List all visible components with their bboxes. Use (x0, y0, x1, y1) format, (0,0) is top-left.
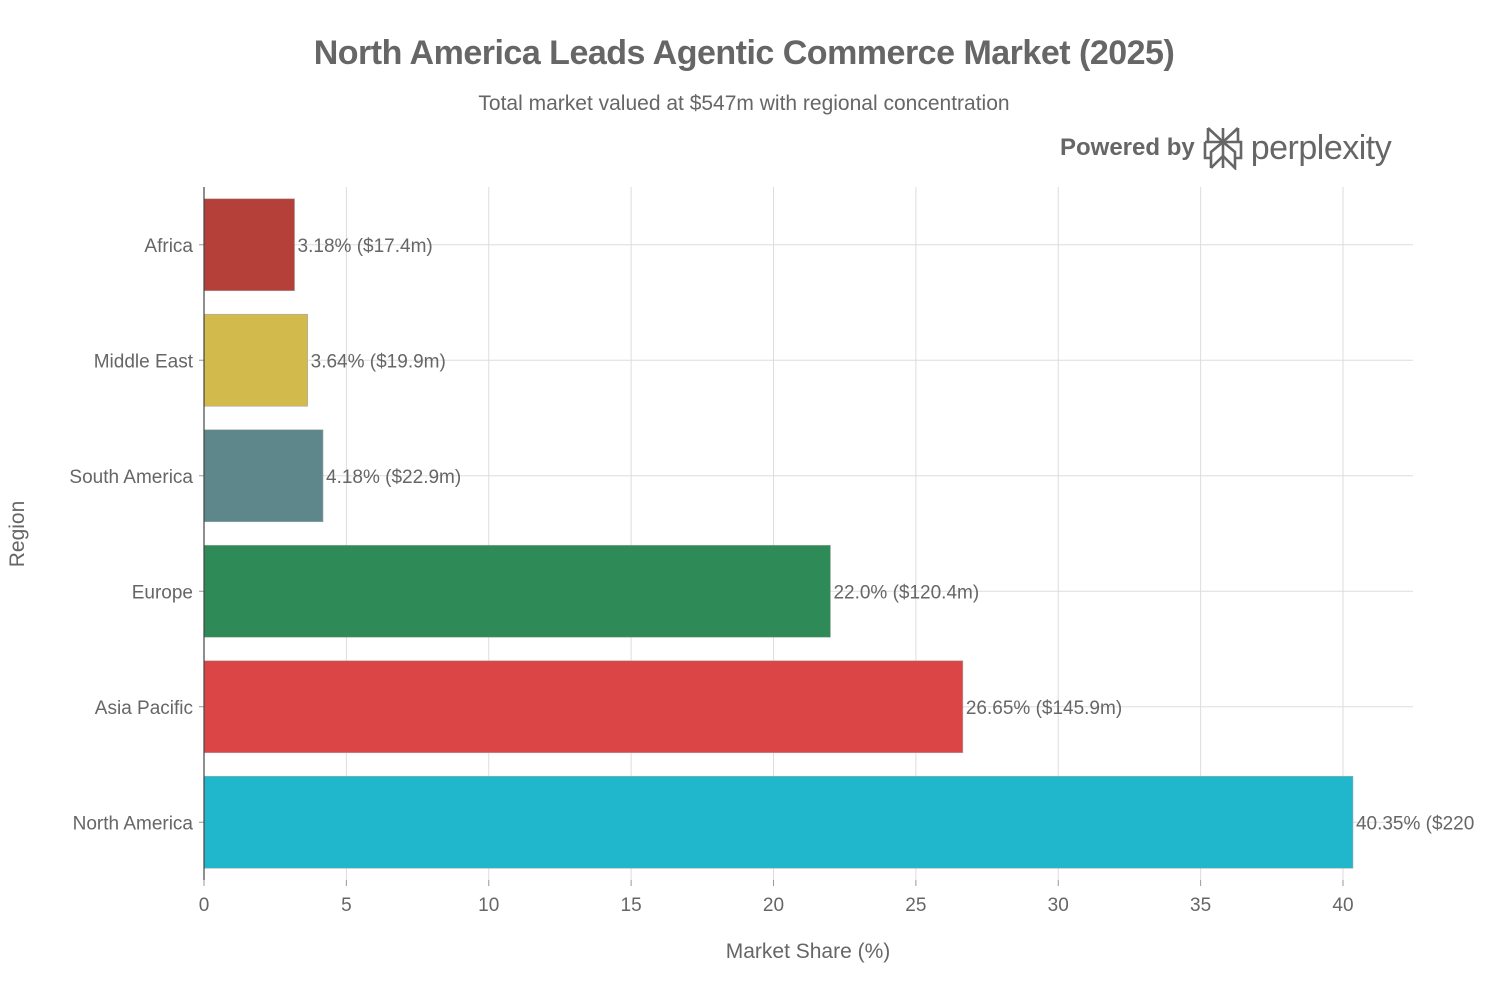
powered-by-badge: Powered by perplexity (1060, 126, 1392, 170)
x-tick-label: 15 (621, 895, 642, 916)
x-tick-label: 25 (905, 895, 926, 916)
y-tick-label: Middle East (94, 351, 194, 372)
x-tick-label: 20 (763, 895, 784, 916)
data-label: 4.18% ($22.9m) (326, 467, 461, 488)
bar-south-america (203, 429, 324, 523)
y-tick-label: South America (69, 467, 193, 488)
x-tick-label: 5 (341, 895, 352, 916)
y-axis-title: Region (6, 501, 29, 568)
x-tick-label: 0 (199, 895, 210, 916)
y-tick-label: North America (73, 813, 194, 834)
y-tick-label: Asia Pacific (95, 698, 193, 719)
bar-north-america (203, 775, 1354, 869)
powered-by-label: Powered by (1060, 134, 1195, 161)
x-tick-label: 40 (1332, 895, 1353, 916)
data-label: 40.35% ($220 (1356, 813, 1474, 834)
perplexity-brand: perplexity (1250, 128, 1392, 167)
x-tick-label: 35 (1190, 895, 1211, 916)
x-tick-label: 10 (478, 895, 499, 916)
chart-subtitle: Total market valued at $547m with region… (478, 92, 1010, 115)
chart-title: North America Leads Agentic Commerce Mar… (313, 34, 1175, 72)
x-tick-label: 30 (1048, 895, 1069, 916)
data-label: 26.65% ($145.9m) (966, 698, 1122, 719)
y-tick-label: Europe (132, 582, 193, 603)
bar-africa (203, 198, 295, 292)
data-label: 22.0% ($120.4m) (833, 582, 979, 603)
data-label: 3.64% ($19.9m) (311, 351, 446, 372)
bar-asia-pacific (203, 660, 964, 754)
bar-middle-east (203, 313, 308, 407)
perplexity-logo-icon (1203, 127, 1243, 170)
x-axis-title: Market Share (%) (726, 940, 891, 963)
y-tick-label: Africa (144, 236, 193, 257)
bar-europe (203, 544, 831, 638)
data-label: 3.18% ($17.4m) (298, 236, 433, 257)
